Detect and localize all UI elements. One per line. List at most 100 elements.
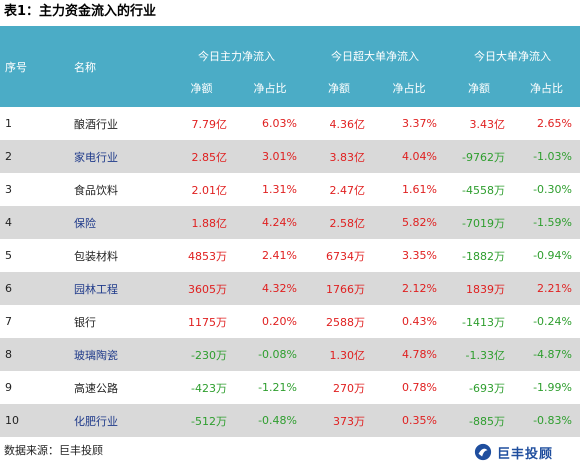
large-net-ratio: -0.24% xyxy=(533,315,572,328)
brand-logo: 巨丰投顾 xyxy=(474,440,553,464)
super-large-net-amount: 2.58亿 xyxy=(305,206,373,239)
super-large-net-ratio: 3.37% xyxy=(402,117,437,130)
super-large-net-ratio: 4.04% xyxy=(373,140,445,173)
large-net-amount: -693万 xyxy=(469,381,505,395)
industry-name: 高速公路 xyxy=(74,381,118,395)
main-net-amount: 7.79亿 xyxy=(191,117,228,131)
industry-name: 银行 xyxy=(74,315,96,329)
header-large-inflow: 今日大单净流入 xyxy=(445,26,580,68)
super-large-net-amount: 6734万 xyxy=(326,249,365,263)
table-row: 9 高速公路 -423万 -1.21% 270万 0.78% -693万 -1.99% xyxy=(0,371,580,404)
large-net-amount: -7019万 xyxy=(445,206,513,239)
table-row: 5 包装材料 4853万 2.41% 6734万 3.35% -1882万 -0.94% xyxy=(0,239,580,272)
header-net-amount: 净额 xyxy=(168,68,235,107)
large-net-ratio: 2.65% xyxy=(537,117,572,130)
large-net-amount: -4558万 xyxy=(462,183,505,197)
large-net-ratio: 2.21% xyxy=(513,272,580,305)
super-large-net-ratio: 1.61% xyxy=(402,183,437,196)
large-net-ratio: -1.03% xyxy=(513,140,580,173)
header-super-large-inflow: 今日超大单净流入 xyxy=(305,26,445,68)
industry-name[interactable]: 园林工程 xyxy=(68,272,168,305)
super-large-net-amount: 270万 xyxy=(333,381,365,395)
large-net-amount: -1.33亿 xyxy=(445,338,513,371)
main-net-ratio: 0.20% xyxy=(262,315,297,328)
large-net-amount: 3.43亿 xyxy=(469,117,506,131)
main-net-ratio: 1.31% xyxy=(262,183,297,196)
header-net-ratio: 净占比 xyxy=(513,68,580,107)
super-large-net-amount: 3.83亿 xyxy=(305,140,373,173)
main-net-ratio: 2.41% xyxy=(262,249,297,262)
brand-logo-text: 巨丰投顾 xyxy=(497,446,554,462)
super-large-net-amount: 2.47亿 xyxy=(329,183,366,197)
main-net-amount: 3605万 xyxy=(168,272,235,305)
industry-name: 包装材料 xyxy=(74,249,118,263)
table-row: 7 银行 1175万 0.20% 2588万 0.43% -1413万 -0.24% xyxy=(0,305,580,338)
table-row: 10 化肥行业 -512万 -0.48% 373万 0.35% -885万 -0.83% xyxy=(0,404,580,437)
main-net-amount: 2.85亿 xyxy=(168,140,235,173)
main-net-amount: 4853万 xyxy=(188,249,227,263)
header-net-amount: 净额 xyxy=(305,68,373,107)
main-net-amount: -512万 xyxy=(168,404,235,437)
industry-name[interactable]: 保险 xyxy=(68,206,168,239)
table-row: 8 玻璃陶瓷 -230万 -0.08% 1.30亿 4.78% -1.33亿 -4.87% xyxy=(0,338,580,371)
large-net-ratio: -0.30% xyxy=(533,183,572,196)
row-index: 3 xyxy=(5,183,12,196)
main-net-amount: 1175万 xyxy=(188,315,227,329)
main-net-ratio: -0.08% xyxy=(235,338,305,371)
main-net-amount: 1.88亿 xyxy=(168,206,235,239)
industry-fund-flow-table: 序号 名称 今日主力净流入 今日超大单净流入 今日大单净流入 净额 净占比 净额… xyxy=(0,26,580,437)
header-net-ratio: 净占比 xyxy=(235,68,305,107)
row-index: 7 xyxy=(5,315,12,328)
large-net-amount: -1413万 xyxy=(462,315,505,329)
large-net-amount: -9762万 xyxy=(445,140,513,173)
super-large-net-amount: 1766万 xyxy=(305,272,373,305)
super-large-net-ratio: 4.78% xyxy=(373,338,445,371)
row-index: 8 xyxy=(0,338,68,371)
header-net-ratio: 净占比 xyxy=(373,68,445,107)
main-net-ratio: 6.03% xyxy=(262,117,297,130)
main-net-ratio: 4.32% xyxy=(235,272,305,305)
super-large-net-amount: 1.30亿 xyxy=(305,338,373,371)
super-large-net-ratio: 0.78% xyxy=(402,381,437,394)
table-row: 6 园林工程 3605万 4.32% 1766万 2.12% 1839万 2.21% xyxy=(0,272,580,305)
row-index: 10 xyxy=(0,404,68,437)
table-row: 4 保险 1.88亿 4.24% 2.58亿 5.82% -7019万 -1.59% xyxy=(0,206,580,239)
data-source: 数据来源：巨丰投顾 xyxy=(4,444,103,457)
super-large-net-amount: 2588万 xyxy=(326,315,365,329)
super-large-net-ratio: 2.12% xyxy=(373,272,445,305)
row-index: 2 xyxy=(0,140,68,173)
main-net-amount: -230万 xyxy=(168,338,235,371)
table-title: 表1：主力资金流入的行业 xyxy=(4,4,157,19)
large-net-ratio: -1.59% xyxy=(513,206,580,239)
main-net-ratio: -1.21% xyxy=(258,381,297,394)
main-net-ratio: 3.01% xyxy=(235,140,305,173)
header-net-amount: 净额 xyxy=(445,68,513,107)
large-net-ratio: -0.83% xyxy=(513,404,580,437)
row-index: 6 xyxy=(0,272,68,305)
large-net-ratio: -1.99% xyxy=(533,381,572,394)
large-net-ratio: -4.87% xyxy=(513,338,580,371)
header-name: 名称 xyxy=(68,26,168,107)
header-main-inflow: 今日主力净流入 xyxy=(168,26,305,68)
industry-name: 酿酒行业 xyxy=(74,117,118,131)
row-index: 5 xyxy=(5,249,12,262)
large-net-amount: 1839万 xyxy=(445,272,513,305)
super-large-net-amount: 373万 xyxy=(305,404,373,437)
main-net-ratio: -0.48% xyxy=(235,404,305,437)
large-net-amount: -885万 xyxy=(445,404,513,437)
main-net-ratio: 4.24% xyxy=(235,206,305,239)
industry-name[interactable]: 化肥行业 xyxy=(68,404,168,437)
super-large-net-ratio: 0.35% xyxy=(373,404,445,437)
industry-name: 食品饮料 xyxy=(74,183,118,197)
large-net-ratio: -0.94% xyxy=(533,249,572,262)
row-index: 4 xyxy=(0,206,68,239)
large-net-amount: -1882万 xyxy=(462,249,505,263)
super-large-net-ratio: 3.35% xyxy=(402,249,437,262)
industry-name[interactable]: 家电行业 xyxy=(68,140,168,173)
industry-name[interactable]: 玻璃陶瓷 xyxy=(68,338,168,371)
main-net-amount: 2.01亿 xyxy=(191,183,228,197)
header-index: 序号 xyxy=(0,26,68,107)
table-row: 3 食品饮料 2.01亿 1.31% 2.47亿 1.61% -4558万 -0.30% xyxy=(0,173,580,206)
super-large-net-ratio: 5.82% xyxy=(373,206,445,239)
super-large-net-ratio: 0.43% xyxy=(402,315,437,328)
